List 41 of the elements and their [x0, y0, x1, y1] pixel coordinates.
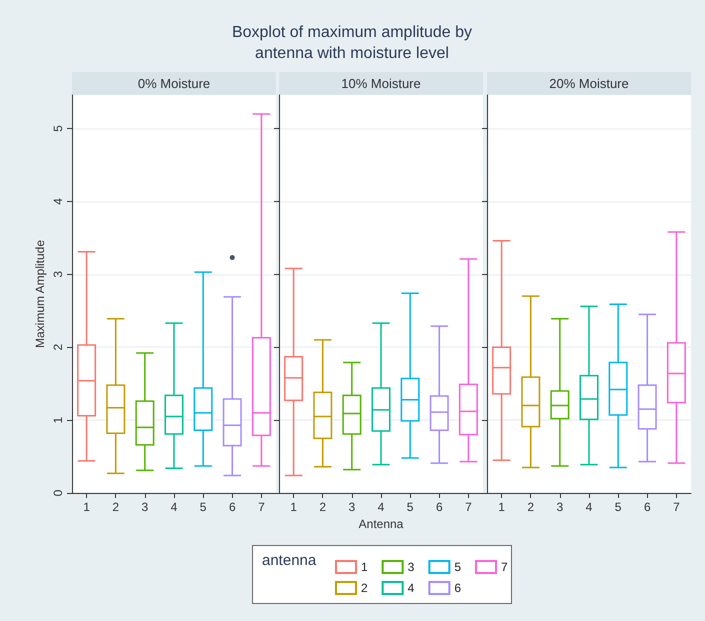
x-tick-label: 3 — [142, 500, 149, 514]
x-tick-label: 5 — [614, 500, 622, 514]
x-tick-label: 6 — [644, 500, 651, 514]
legend-label: 6 — [454, 581, 462, 595]
x-tick-label: 7 — [465, 500, 472, 514]
chart-title: Boxplot of maximum amplitude by antenna with moisture level — [230, 23, 474, 64]
y-tick-label: 1 — [51, 416, 65, 424]
y-tick-label: 0 — [51, 489, 65, 496]
chart-subtitle: 10% Moisture — [279, 72, 483, 95]
legend-label: 7 — [501, 560, 508, 574]
x-axis-title: Antenna — [358, 516, 404, 531]
x-tick-label: 4 — [170, 500, 178, 514]
x-tick-label: 1 — [83, 500, 90, 514]
y-tick-label: 5 — [51, 124, 65, 132]
x-tick-label: 3 — [348, 500, 356, 514]
legend-label: 4 — [408, 581, 415, 595]
chart-subtitle: 0% Moisture — [72, 72, 276, 95]
x-tick-label: 4 — [586, 500, 593, 514]
x-tick-label: 5 — [200, 500, 207, 514]
x-tick-label: 4 — [378, 500, 385, 514]
legend-label: 3 — [408, 560, 415, 574]
x-tick-label: 7 — [673, 500, 680, 514]
x-tick-label: 3 — [556, 500, 564, 514]
x-tick-label: 6 — [228, 500, 236, 514]
y-tick-label: 3 — [51, 270, 65, 278]
chart-subtitle: 20% Moisture — [487, 72, 691, 95]
y-tick-label: 4 — [51, 198, 65, 205]
legend-title: antenna — [262, 552, 316, 569]
y-tick-label: 2 — [51, 344, 65, 351]
y-axis-title: Maximum Amplitude — [33, 240, 47, 348]
legend-label: 1 — [361, 560, 368, 574]
x-tick-label: 6 — [436, 500, 443, 514]
legend-label: 2 — [361, 581, 368, 595]
legend-label: 5 — [454, 560, 462, 574]
x-tick-label: 2 — [319, 500, 326, 514]
x-tick-label: 2 — [527, 500, 534, 514]
x-tick-label: 2 — [112, 500, 120, 514]
x-tick-label: 1 — [498, 500, 506, 514]
x-tick-label: 1 — [290, 500, 298, 514]
x-tick-label: 7 — [258, 500, 266, 514]
x-tick-label: 5 — [406, 500, 414, 514]
